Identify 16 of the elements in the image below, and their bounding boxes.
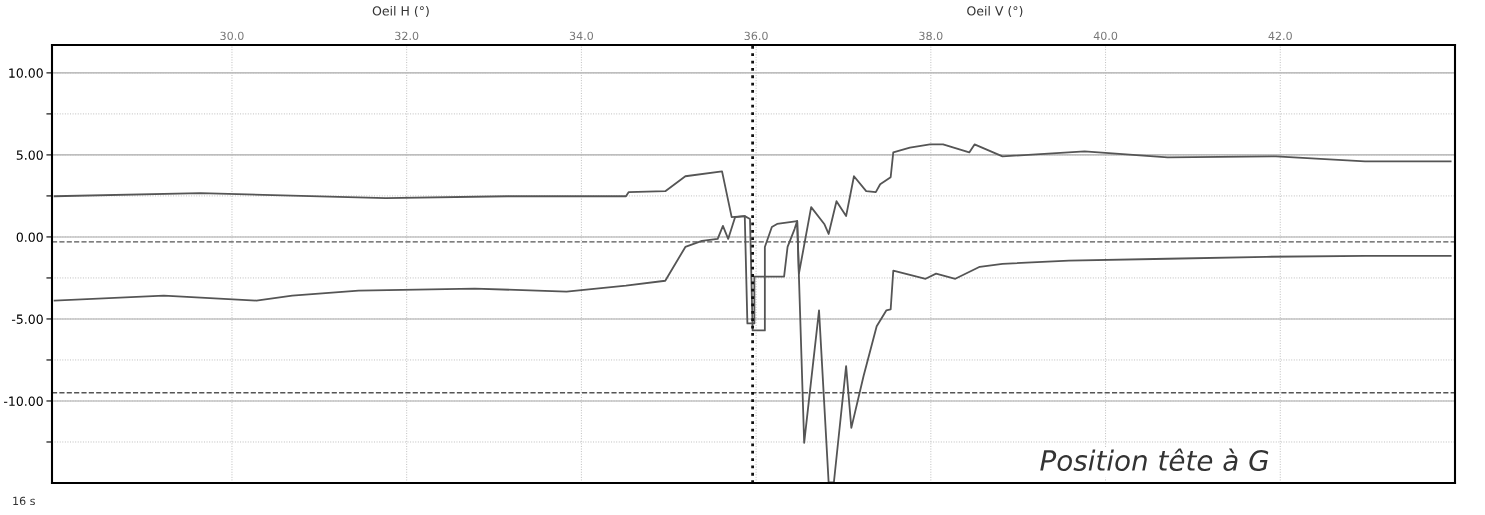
x-tick-label: 30.0 [220,31,244,41]
x-tick-label: 36.0 [744,31,768,41]
x-tick-label: 32.0 [395,31,419,41]
text: Oeil H (°) [372,5,429,18]
y-tick-label: 0.00 [16,232,43,242]
y-tick-label: 10.00 [9,68,43,78]
x-tick-label: 38.0 [919,31,943,41]
y-tick-label: -10.00 [3,396,43,406]
x-tick-label: 42.0 [1268,31,1292,41]
x-tick-label: 34.0 [569,31,594,41]
annotation: Position tête à G [1040,448,1269,471]
x-tick-label: 40.0 [1093,31,1118,41]
y-tick-label: 5.00 [16,150,43,160]
text: 16 s [13,496,35,506]
text: Oeil V (°) [967,5,1023,18]
y-tick-label: -5.00 [11,314,43,324]
